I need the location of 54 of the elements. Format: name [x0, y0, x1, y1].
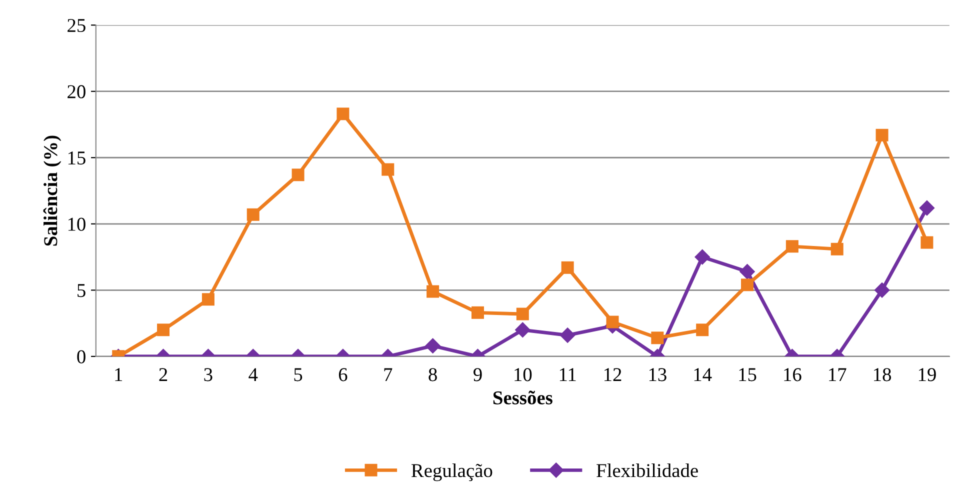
point — [694, 249, 710, 265]
x-tick-label: 10 — [514, 368, 532, 382]
point — [246, 208, 260, 221]
x-tick-label: 7 — [384, 368, 392, 382]
point — [515, 322, 530, 338]
point — [830, 242, 844, 256]
x-tick-label: 16 — [784, 368, 802, 382]
point — [606, 316, 619, 328]
x-tick-label: 11 — [560, 368, 576, 382]
point — [425, 338, 440, 354]
point — [920, 236, 934, 249]
x-tick-label: 19 — [918, 368, 936, 382]
y-tick-label: 5 — [78, 284, 86, 298]
x-tick-label: 17 — [829, 368, 846, 382]
point — [696, 324, 709, 336]
y-tick-label: 25 — [68, 18, 86, 32]
point — [560, 328, 576, 343]
point — [202, 293, 214, 306]
point — [382, 163, 394, 176]
x-tick-label: 8 — [428, 368, 437, 382]
point — [740, 264, 755, 280]
point — [426, 285, 440, 298]
legend-label: Regulação — [411, 463, 492, 482]
x-tick-label: 12 — [604, 368, 622, 382]
point — [741, 278, 754, 292]
point — [874, 282, 890, 298]
x-tick-label: 3 — [204, 368, 212, 382]
x-tick-label: 18 — [874, 368, 892, 382]
legend-label: Flexibilidade — [596, 463, 698, 478]
x-tick-label: 13 — [649, 368, 666, 382]
x-tick-label: 2 — [159, 368, 168, 382]
point — [516, 308, 529, 320]
point — [471, 306, 484, 319]
x-tick-label: 4 — [248, 368, 258, 382]
x-tick-label: 5 — [294, 368, 302, 382]
point — [336, 108, 350, 120]
x-axis-title: Sessões — [493, 390, 552, 404]
point — [651, 332, 664, 344]
point — [157, 324, 170, 336]
x-tick-label: 14 — [694, 368, 712, 382]
x-tick-label: 15 — [739, 368, 756, 382]
y-axis-title: Saliência (%) — [43, 136, 62, 246]
point — [561, 261, 574, 274]
y-tick-label: 20 — [68, 85, 86, 98]
point — [919, 200, 935, 216]
y-tick-label: 10 — [68, 218, 86, 231]
x-tick-label: 9 — [474, 368, 482, 382]
point — [876, 128, 888, 142]
x-tick-label: 6 — [338, 368, 348, 382]
x-tick-label: 1 — [115, 368, 122, 382]
point — [292, 168, 304, 182]
y-tick-label: 0 — [77, 350, 86, 364]
y-tick-label: 15 — [68, 152, 86, 165]
point — [786, 240, 798, 253]
